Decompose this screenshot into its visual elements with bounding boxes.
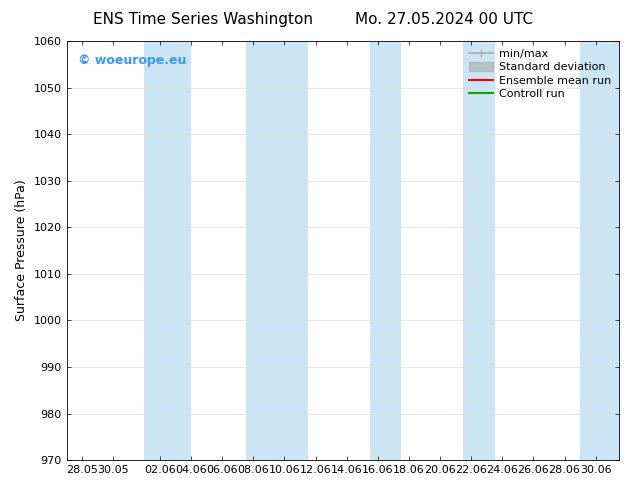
Bar	[370, 41, 401, 460]
Bar	[580, 41, 619, 460]
Bar	[463, 41, 495, 460]
Legend: min/max, Standard deviation, Ensemble mean run, Controll run: min/max, Standard deviation, Ensemble me…	[465, 45, 616, 104]
Y-axis label: Surface Pressure (hPa): Surface Pressure (hPa)	[15, 180, 28, 321]
Bar	[145, 41, 191, 460]
Text: © woeurope.eu: © woeurope.eu	[77, 53, 186, 67]
Text: ENS Time Series Washington: ENS Time Series Washington	[93, 12, 313, 27]
Bar	[245, 41, 307, 460]
Text: Mo. 27.05.2024 00 UTC: Mo. 27.05.2024 00 UTC	[355, 12, 533, 27]
